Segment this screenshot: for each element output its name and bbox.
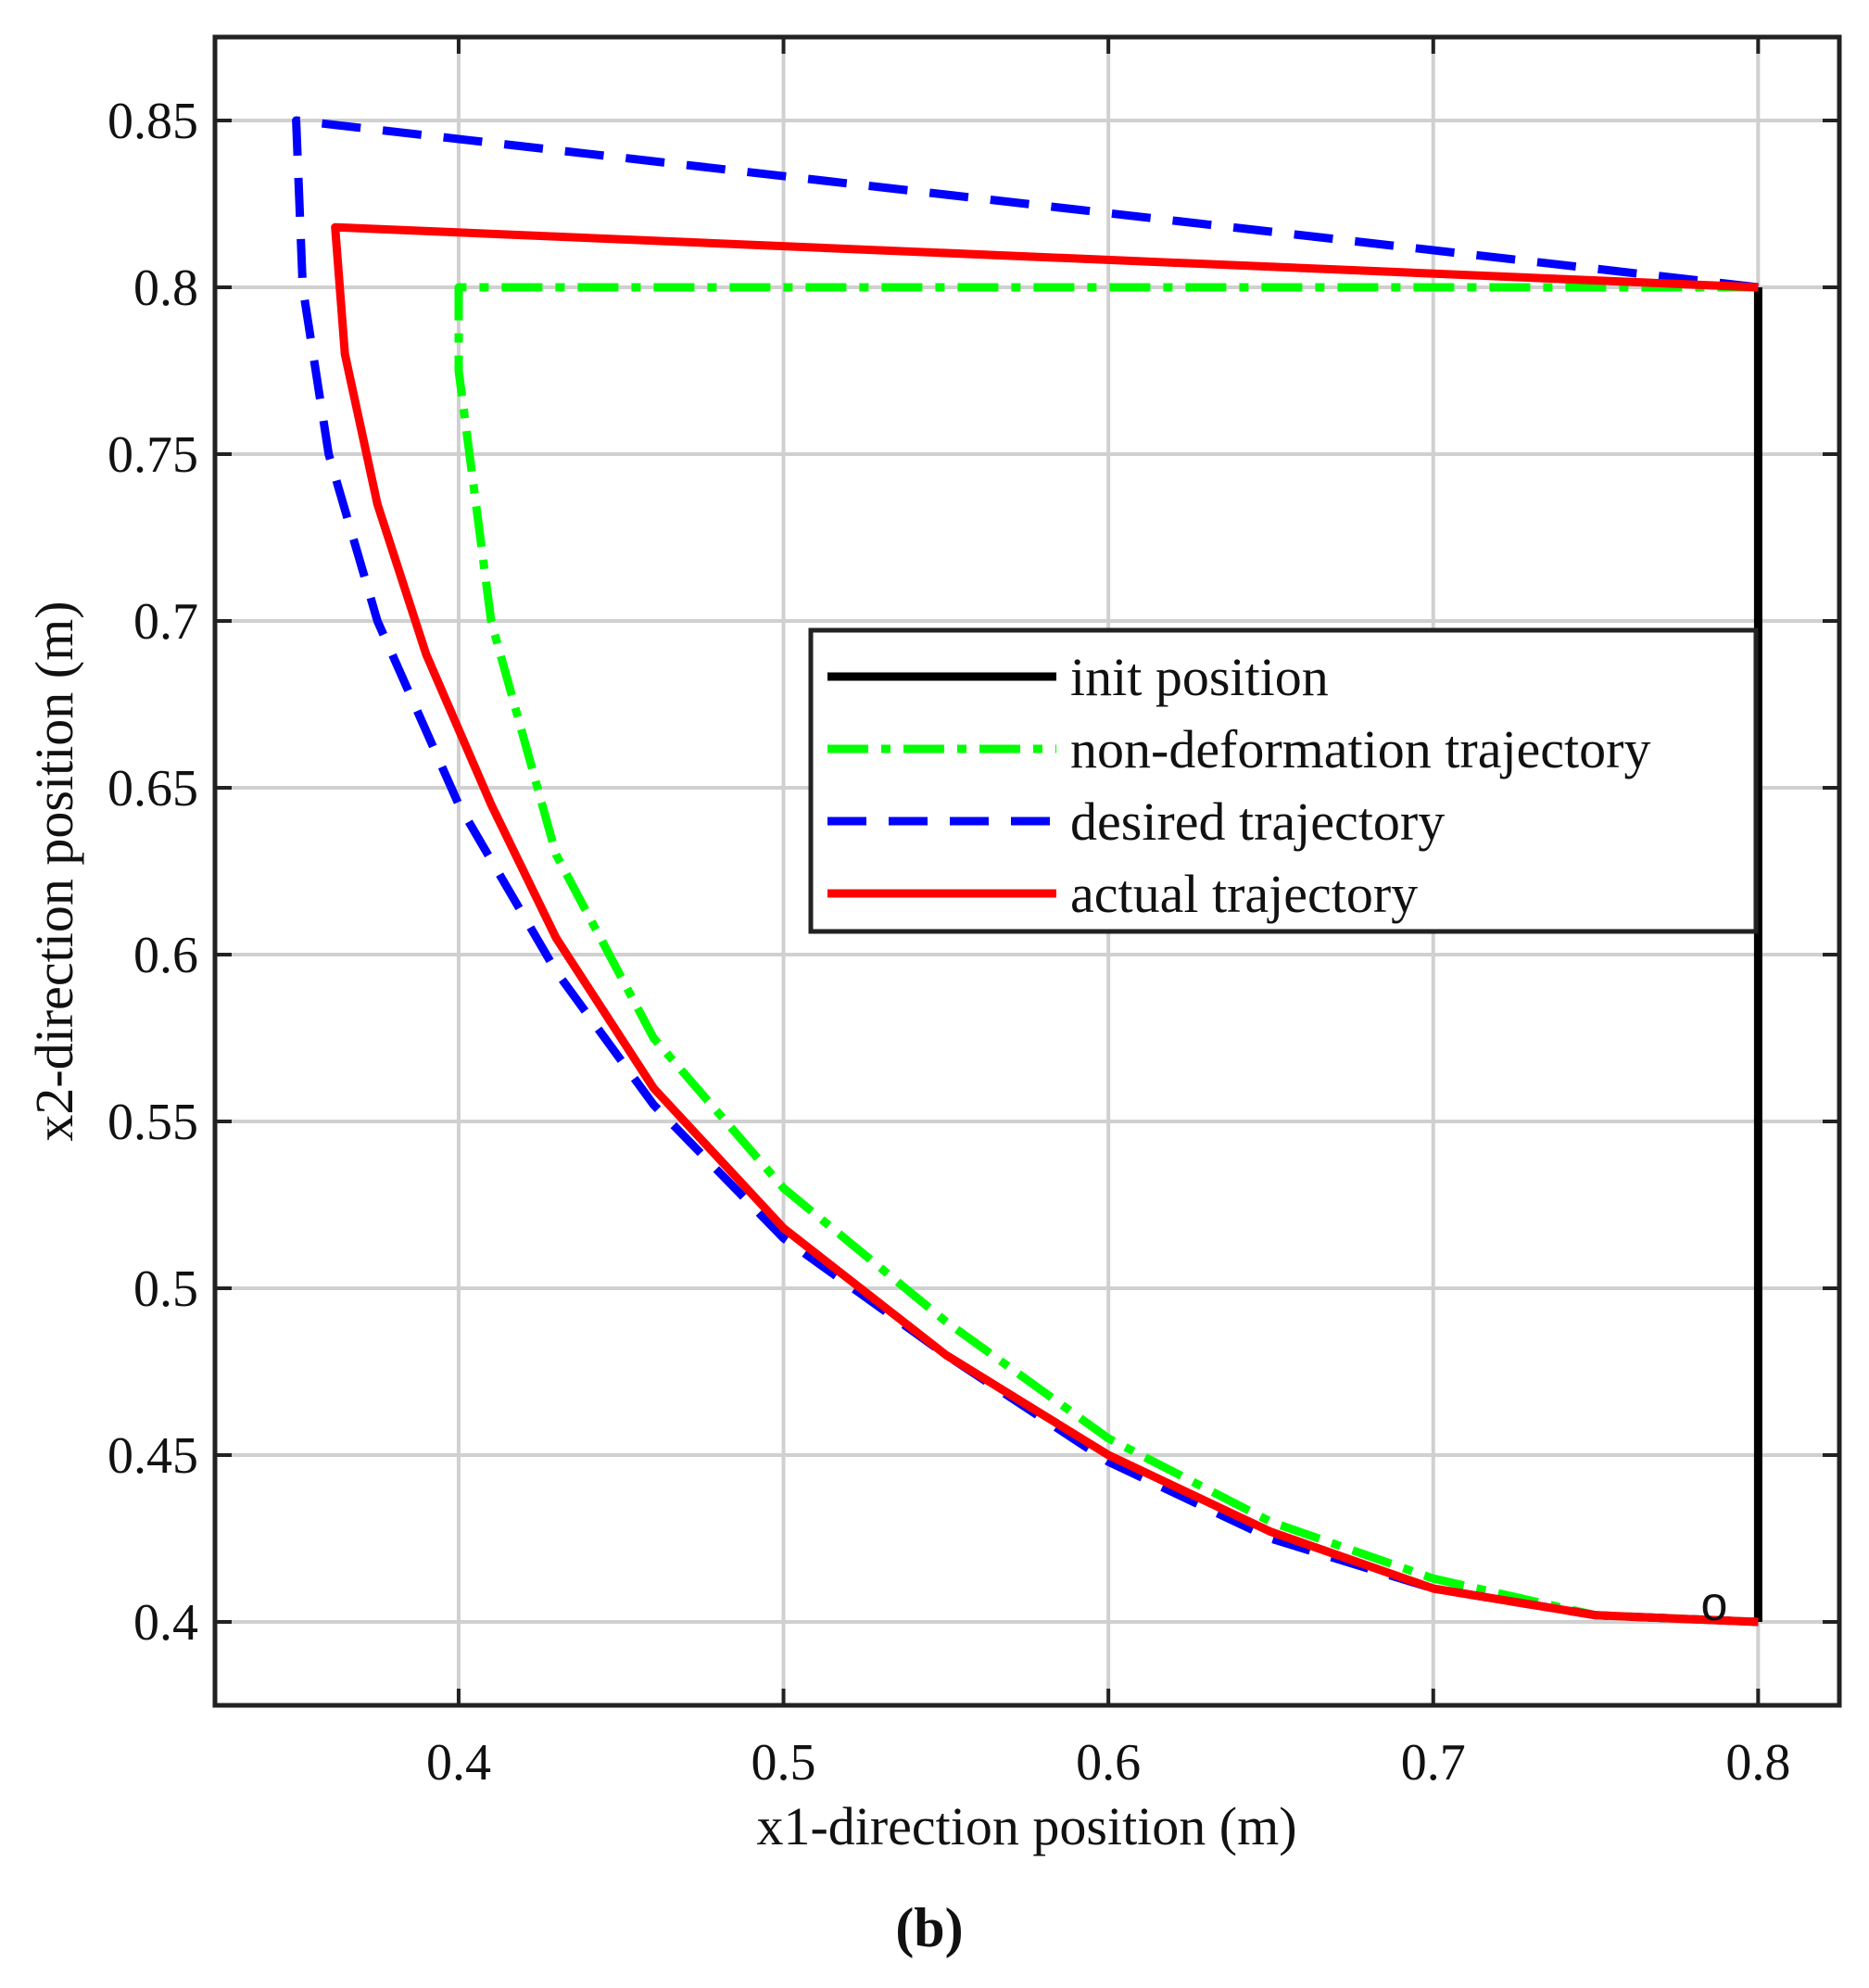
tick-labels: 0.4 0.5 0.6 0.7 0.8 0.4 0.45 0.5 0.55 0.6 0.65 0.7 0… (107, 93, 1790, 1792)
figure-caption: (b) (895, 1897, 963, 1958)
legend-label-non-deformation-trajectory: non-deformation trajectory (1070, 719, 1650, 779)
axis-ticks (215, 37, 1839, 1705)
series-actual-trajectory (331, 222, 1759, 1627)
legend-label-init-position: init position (1070, 647, 1329, 707)
data-series (292, 116, 1762, 1627)
x-tick-label: 0.8 (1725, 1734, 1790, 1792)
y-tick-label: 0.85 (107, 93, 198, 150)
y-tick-label: 0.4 (133, 1594, 198, 1652)
y-tick-label: 0.6 (133, 927, 198, 984)
y-tick-label: 0.5 (133, 1260, 198, 1318)
y-tick-label: 0.75 (107, 426, 198, 484)
y-tick-label: 0.65 (107, 760, 198, 817)
x-tick-label: 0.5 (751, 1734, 816, 1792)
x-axis-label: x1-direction position (m) (756, 1796, 1296, 1856)
y-tick-label: 0.55 (107, 1094, 198, 1151)
series-desired-trajectory (292, 116, 1759, 1627)
y-tick-label: 0.7 (133, 593, 198, 651)
axes-frame (212, 34, 1842, 1708)
legend-label-desired-trajectory: desired trajectory (1070, 791, 1445, 852)
legend: init position non-deformation trajectory… (808, 627, 1759, 934)
y-tick-label: 0.45 (107, 1427, 198, 1485)
y-axis-label: x2-direction position (m) (24, 601, 84, 1141)
x-tick-label: 0.7 (1401, 1734, 1466, 1792)
series-non-deformation-trajectory (454, 283, 1759, 1627)
legend-label-actual-trajectory: actual trajectory (1070, 864, 1418, 924)
x-tick-label: 0.6 (1076, 1734, 1141, 1792)
origin-annotation: o (1701, 1577, 1728, 1631)
x-tick-label: 0.4 (426, 1734, 491, 1792)
y-tick-label: 0.8 (133, 260, 198, 317)
